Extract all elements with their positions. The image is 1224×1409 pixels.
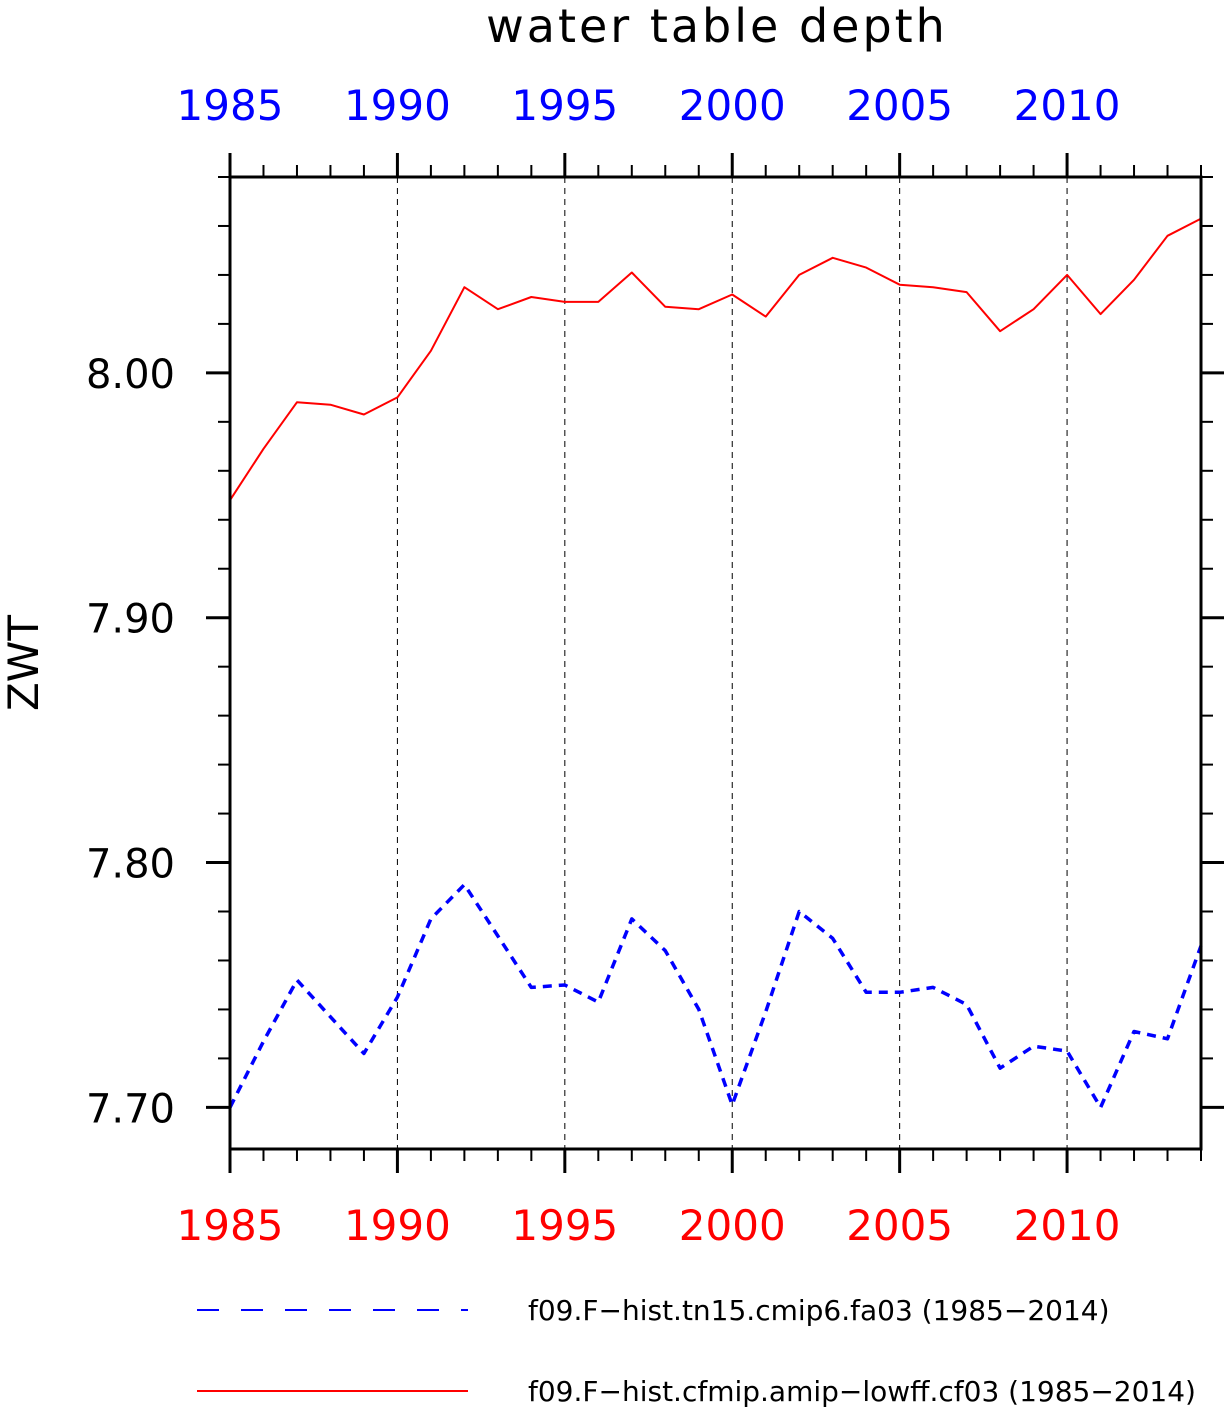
chart-title: water table depth <box>486 0 948 53</box>
y-tick-label-7.80: 7.80 <box>86 842 175 888</box>
y-tick-label-7.90: 7.90 <box>86 597 175 643</box>
x-tick-label-bottom-2000: 2000 <box>679 1201 786 1250</box>
y-tick-label-7.70: 7.70 <box>86 1086 175 1132</box>
series-layer <box>228 217 1203 1110</box>
axis-ticks <box>206 153 1224 1173</box>
x-tick-label-top-2005: 2005 <box>846 81 953 130</box>
x-tick-label-top-1995: 1995 <box>511 81 618 130</box>
series-line-2 <box>229 217 1202 501</box>
x-tick-label-bottom-1985: 1985 <box>177 1201 284 1250</box>
legend-label-1: f09.F−hist.tn15.cmip6.fa03 (1985−2014) <box>528 1294 1110 1327</box>
legend: f09.F−hist.tn15.cmip6.fa03 (1985−2014) f0… <box>197 1294 1196 1408</box>
x-tick-label-top-1990: 1990 <box>344 81 451 130</box>
x-tick-label-bottom-1990: 1990 <box>344 1201 451 1250</box>
x-tick-label-top-2000: 2000 <box>679 81 786 130</box>
x-tick-label-bottom-2010: 2010 <box>1014 1201 1121 1250</box>
x-tick-label-top-2010: 2010 <box>1014 81 1121 130</box>
plot-frame <box>228 175 1203 1151</box>
y-axis-label: ZWT <box>0 615 48 711</box>
x-tick-label-top-1985: 1985 <box>177 81 284 130</box>
y-tick-label-8.00: 8.00 <box>86 352 175 398</box>
x-tick-label-bottom-1995: 1995 <box>511 1201 618 1250</box>
series-line-1 <box>228 882 1203 1110</box>
tick-labels: 1985 1985 1990 1990 1995 1995 2000 2000 2005 2005… <box>86 81 1121 1250</box>
x-tick-label-bottom-2005: 2005 <box>846 1201 953 1250</box>
legend-label-2: f09.F−hist.cfmip.amip−lowff.cf03 (1985−2… <box>528 1375 1196 1408</box>
grid-lines <box>396 177 1068 1149</box>
